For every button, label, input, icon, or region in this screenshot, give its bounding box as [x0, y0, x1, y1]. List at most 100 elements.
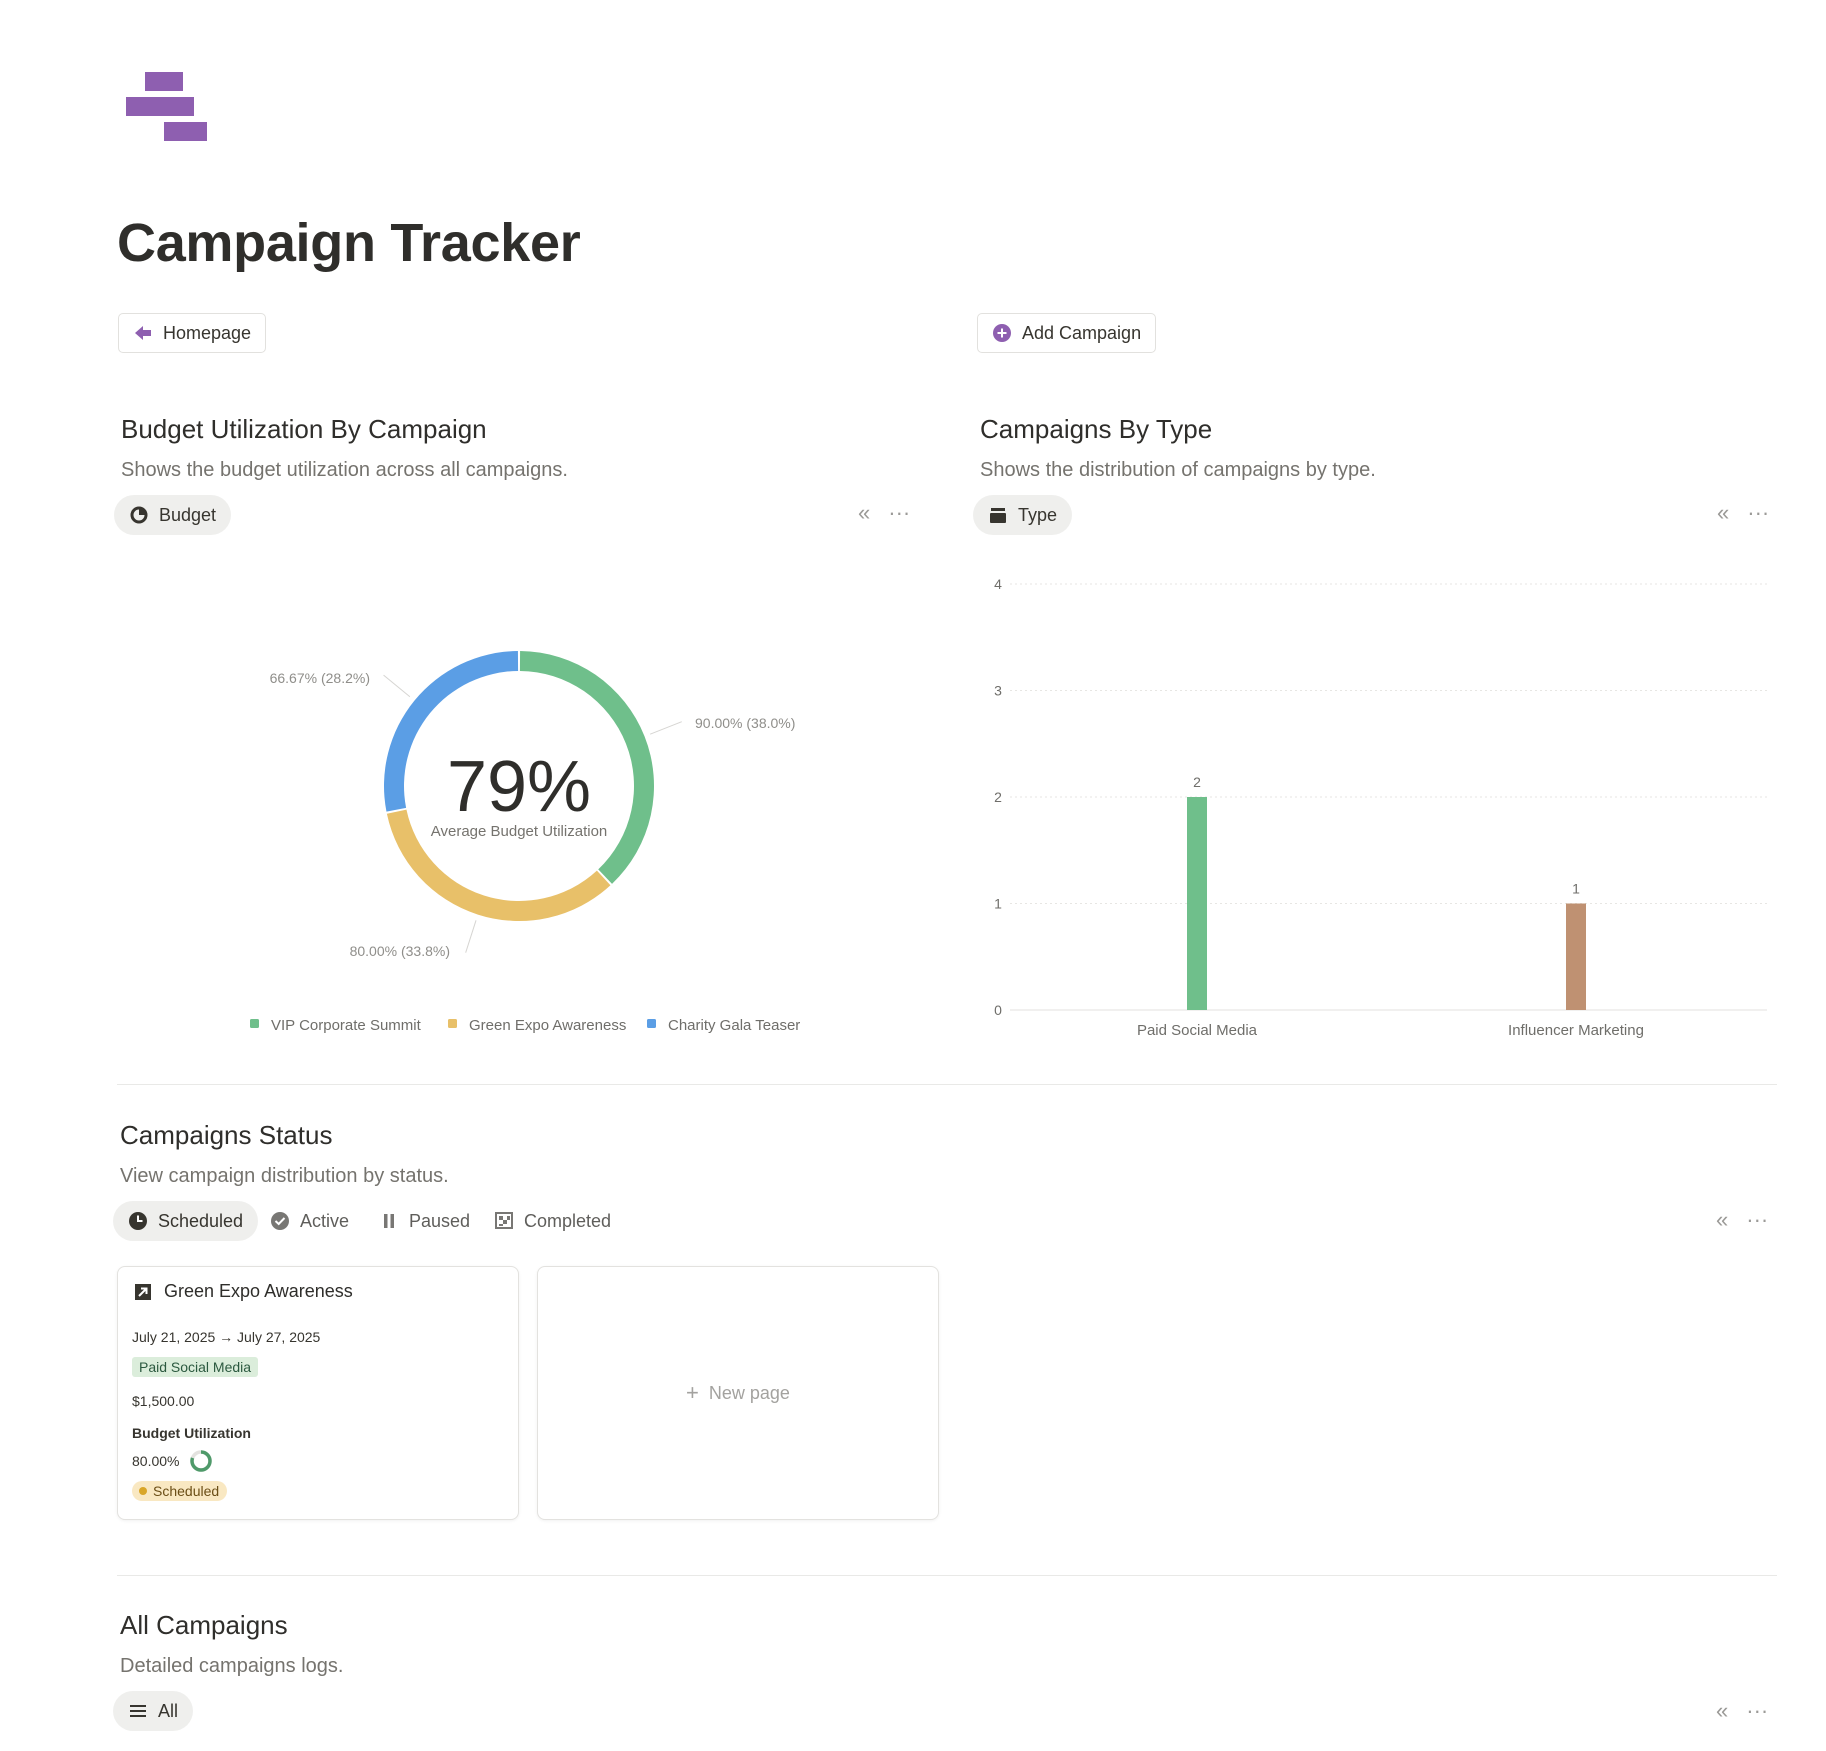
more-options-icon[interactable]: ···	[1746, 1207, 1769, 1232]
collapse-icon[interactable]: «	[1717, 500, 1730, 525]
type-tag: Paid Social Media	[132, 1357, 259, 1377]
slice-label: 66.67% (28.2%)	[270, 670, 370, 686]
plus-circle-icon	[993, 324, 1011, 342]
budget-section-title: Budget Utilization By Campaign	[121, 414, 487, 444]
legend-label: VIP Corporate Summit	[271, 1017, 422, 1034]
status-dot	[139, 1487, 147, 1495]
pause-icon	[384, 1214, 394, 1228]
bar-value-label: 2	[1193, 774, 1201, 790]
status-section-title: Campaigns Status	[120, 1120, 333, 1150]
y-tick-label: 2	[994, 789, 1002, 805]
stack-icon	[990, 508, 1006, 523]
y-tick-label: 1	[994, 896, 1002, 912]
tab-completed-label: Completed	[524, 1210, 612, 1231]
card-type: Paid Social Media	[132, 1357, 259, 1377]
donut-slice[interactable]	[384, 651, 519, 812]
budget-section-description: Shows the budget utilization across all …	[121, 459, 568, 481]
all-view-controls: « ···	[1716, 1700, 1768, 1722]
homepage-button[interactable]: Homepage	[118, 313, 267, 353]
y-tick-label: 4	[994, 576, 1002, 592]
status-section-description: View campaign distribution by status.	[120, 1165, 449, 1187]
checkered-flag-icon	[495, 1212, 513, 1229]
more-options-icon[interactable]: ···	[1747, 500, 1770, 525]
tab-all-label: All	[158, 1700, 179, 1721]
list-icon	[130, 1705, 146, 1717]
type-view-controls: « ···	[1717, 502, 1769, 524]
tab-all[interactable]: All	[113, 1691, 194, 1731]
progress-ring-icon	[190, 1450, 213, 1472]
card-utilization-label: Budget Utilization	[132, 1425, 251, 1441]
slice-leader-line	[383, 674, 411, 698]
bar[interactable]	[1566, 903, 1586, 1011]
add-campaign-button[interactable]: Add Campaign	[977, 313, 1157, 353]
tab-paused[interactable]: Paused	[364, 1201, 485, 1241]
check-circle-icon	[271, 1212, 289, 1230]
collapse-icon[interactable]: «	[1716, 1207, 1729, 1232]
type-section-title: Campaigns By Type	[980, 414, 1213, 444]
add-campaign-button-label: Add Campaign	[1022, 322, 1142, 343]
card-status: Scheduled	[132, 1481, 228, 1501]
card-budget: $1,500.00	[132, 1393, 195, 1409]
tab-scheduled-label: Scheduled	[158, 1210, 244, 1231]
status-view-controls: « ···	[1716, 1209, 1768, 1231]
legend-swatch	[448, 1019, 457, 1028]
legend-label: Charity Gala Teaser	[668, 1017, 800, 1034]
slice-label: 90.00% (38.0%)	[695, 715, 795, 731]
all-section-title: All Campaigns	[120, 1610, 288, 1640]
tab-active[interactable]: Active	[255, 1201, 364, 1241]
x-tick-label: Paid Social Media	[1137, 1022, 1258, 1039]
type-section-description: Shows the distribution of campaigns by t…	[980, 459, 1376, 481]
status-badge: Scheduled	[132, 1481, 228, 1501]
progress-ring-fill	[190, 1450, 213, 1472]
slice-leader-line	[649, 721, 682, 735]
bar[interactable]	[1187, 797, 1207, 1010]
all-section-description: Detailed campaigns logs.	[120, 1655, 344, 1677]
tab-paused-label: Paused	[409, 1210, 471, 1231]
x-tick-label: Influencer Marketing	[1508, 1022, 1644, 1039]
tab-budget[interactable]: Budget	[114, 495, 232, 535]
tab-scheduled[interactable]: Scheduled	[113, 1201, 259, 1241]
tab-active-label: Active	[300, 1210, 350, 1231]
donut-center-value: 79%	[447, 747, 591, 827]
campaign-card[interactable]: Green Expo Awareness July 21, 2025 → Jul…	[117, 1266, 519, 1520]
card-dates: July 21, 2025 → July 27, 2025	[132, 1329, 321, 1345]
tab-type-label: Type	[1018, 504, 1058, 525]
card-utilization: 80.00%	[132, 1449, 213, 1473]
section-divider	[117, 1575, 1777, 1576]
tab-budget-label: Budget	[159, 504, 217, 525]
clock-icon	[129, 1212, 147, 1230]
y-tick-label: 0	[994, 1002, 1002, 1018]
tab-type[interactable]: Type	[973, 495, 1073, 535]
y-tick-label: 3	[994, 683, 1002, 699]
section-divider	[117, 1084, 1777, 1085]
pie-chart-icon	[130, 506, 148, 524]
type-bar-chart: 0 1 2 3 4 2 Paid Social Media 1 Influencer Marke…	[994, 576, 1767, 1039]
new-page-card[interactable]: + New page	[537, 1266, 939, 1520]
card-title: Green Expo Awareness	[134, 1281, 353, 1302]
budget-donut-chart: 90.00% (38.0%) 80.00% (33.8%) 66.67% (28.2…	[250, 651, 800, 1034]
slice-label: 80.00% (33.8%)	[350, 943, 450, 959]
tab-completed[interactable]: Completed	[479, 1201, 626, 1241]
legend-swatch	[647, 1019, 656, 1028]
utilization-value: 80.00%	[132, 1453, 180, 1469]
slice-leader-line	[465, 920, 477, 953]
collapse-icon[interactable]: «	[1716, 1698, 1729, 1723]
donut-slice[interactable]	[386, 809, 611, 921]
bar-value-label: 1	[1572, 881, 1580, 897]
arrow-up-right-icon	[135, 1283, 151, 1300]
donut-center-caption: Average Budget Utilization	[431, 823, 608, 840]
legend-label: Green Expo Awareness	[469, 1017, 626, 1034]
card-title-text: Green Expo Awareness	[164, 1281, 353, 1301]
new-page-label: New page	[708, 1382, 790, 1403]
homepage-button-label: Homepage	[163, 322, 252, 343]
arrow-left-icon	[135, 326, 151, 340]
page-logo-icon	[126, 72, 207, 141]
status-badge-label: Scheduled	[153, 1483, 220, 1499]
more-options-icon[interactable]: ···	[1746, 1698, 1769, 1723]
page-title: Campaign Tracker	[117, 213, 581, 273]
budget-view-controls: « ···	[858, 502, 910, 524]
collapse-icon[interactable]: «	[858, 500, 871, 525]
donut-slice[interactable]	[519, 651, 654, 884]
plus-icon: +	[686, 1380, 699, 1405]
more-options-icon[interactable]: ···	[888, 500, 911, 525]
